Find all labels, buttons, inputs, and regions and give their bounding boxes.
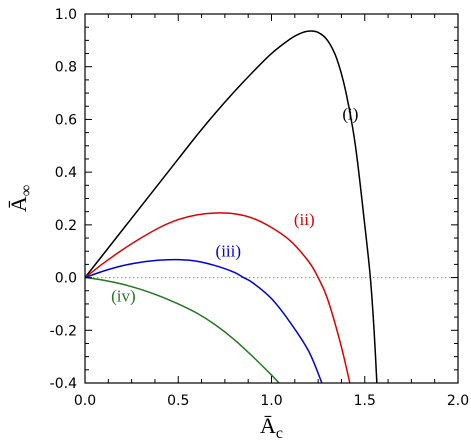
plot-frame (84, 13, 459, 384)
y-axis-title-subscript: ∞ (18, 185, 35, 196)
x-tick-label: 0.0 (74, 393, 96, 409)
y-tick-label: 0.2 (55, 218, 77, 234)
y-tick-label: 0.0 (55, 271, 77, 287)
y-axis-title-main: Ā (6, 196, 31, 212)
series-ii-line (85, 212, 351, 383)
y-tick-label: 0.8 (55, 60, 77, 76)
series-i-label: (i) (342, 104, 358, 123)
y-tick-label: -0.2 (50, 323, 77, 339)
y-tick-label: 1.0 (55, 7, 77, 23)
series-iii-label: (iii) (216, 241, 242, 260)
series-iii-line (85, 258, 323, 383)
y-axis-title: Ā∞ (6, 185, 35, 212)
x-tick-label: 2.0 (447, 393, 469, 409)
x-tick-label: 1.5 (354, 393, 376, 409)
series-i-line (85, 30, 378, 383)
x-tick-label: 0.5 (167, 393, 189, 409)
x-tick-label: 1.0 (260, 393, 282, 409)
y-tick-label: 0.4 (55, 165, 77, 181)
series-ii-label: (ii) (294, 210, 315, 229)
y-tick-label: 0.6 (55, 112, 77, 128)
x-axis-title-subscript: c (276, 425, 283, 442)
x-axis-title-main: Ā (260, 413, 276, 438)
y-tick-label: -0.4 (50, 376, 77, 392)
series-iv-label: (iv) (111, 286, 136, 305)
x-axis-title: Āc (260, 413, 283, 442)
series-iv-line (85, 276, 280, 383)
